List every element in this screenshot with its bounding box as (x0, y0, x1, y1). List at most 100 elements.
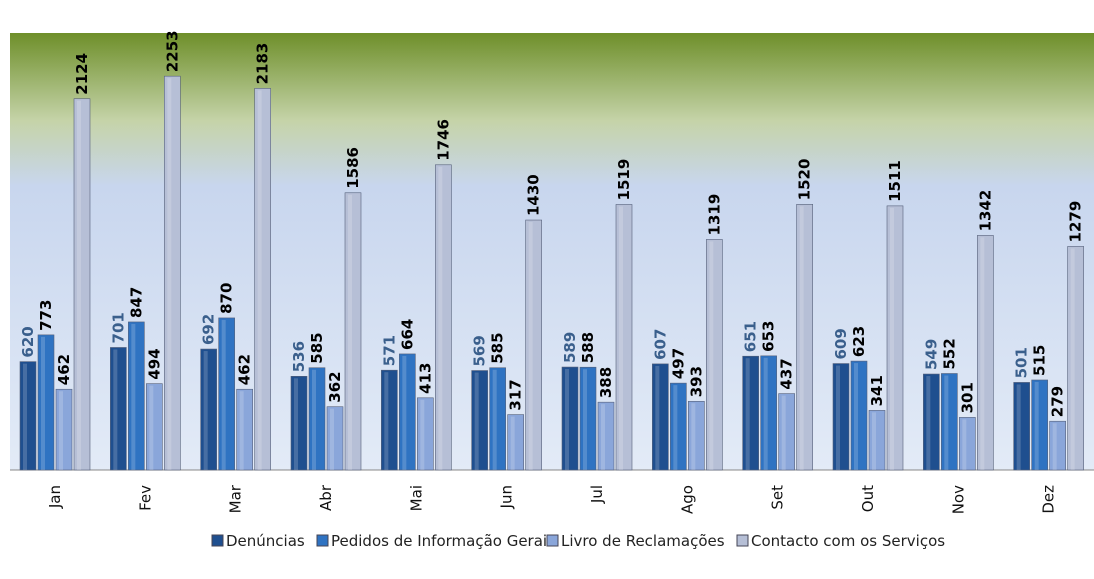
bar-highlight (944, 375, 949, 470)
bar (760, 355, 777, 471)
x-tick-label: Jun (498, 485, 516, 509)
x-tick-label: Mai (407, 485, 425, 511)
bar (923, 373, 940, 471)
data-label: 2253 (163, 30, 181, 72)
bar (308, 367, 326, 471)
bar (507, 414, 524, 471)
data-label: 2124 (73, 53, 91, 95)
bar-highlight (980, 237, 985, 470)
data-label: 494 (145, 348, 163, 379)
bar (941, 373, 958, 471)
legend-swatch (736, 534, 749, 547)
bar (236, 388, 253, 471)
data-label: 549 (922, 339, 940, 370)
bar-highlight (23, 363, 27, 470)
bar (977, 235, 994, 471)
bar-highlight (962, 419, 967, 470)
data-label: 388 (597, 367, 615, 398)
bar-highlight (221, 319, 226, 470)
bar (1031, 379, 1048, 471)
data-label: 2183 (254, 43, 272, 85)
bar-highlight (312, 369, 316, 470)
x-tick-label: Nov (949, 485, 967, 514)
bar-highlight (402, 355, 407, 470)
data-label: 569 (471, 335, 489, 366)
bar (19, 361, 37, 471)
x-tick-label: Ago (678, 485, 696, 514)
data-label: 317 (507, 379, 525, 410)
data-label: 607 (651, 329, 669, 360)
bar-highlight (619, 206, 623, 470)
bar (959, 417, 976, 471)
bar (868, 410, 886, 471)
bar (1049, 420, 1066, 471)
data-label: 1519 (615, 159, 633, 201)
legend-swatch (211, 534, 224, 547)
bar (254, 88, 271, 471)
bar-highlight (384, 372, 389, 470)
bar (55, 388, 73, 471)
bar-highlight (709, 241, 714, 470)
data-label: 1279 (1067, 201, 1085, 243)
bar (399, 353, 416, 471)
bar-highlight (528, 222, 533, 470)
data-label: 609 (832, 328, 850, 359)
data-label: 362 (326, 371, 344, 402)
legend-label: Livro de Reclamações (561, 532, 725, 550)
bar (850, 360, 868, 471)
bar-highlight (59, 391, 63, 470)
bar (146, 383, 163, 471)
bar (832, 363, 850, 471)
bar-highlight (926, 376, 931, 470)
data-label: 1430 (525, 174, 543, 216)
bar-highlight (113, 349, 118, 470)
bar (742, 355, 759, 471)
bar-highlight (1016, 384, 1021, 470)
bar (290, 376, 308, 471)
bar-highlight (41, 336, 45, 470)
data-label: 664 (398, 319, 416, 350)
bar-highlight (565, 369, 569, 470)
bar-highlight (492, 369, 497, 470)
plot-area (10, 33, 1094, 470)
data-label: 623 (850, 326, 868, 357)
legend-swatch (316, 534, 329, 547)
bar-highlight (799, 206, 804, 470)
bar-highlight (673, 385, 678, 470)
data-label: 501 (1013, 347, 1031, 378)
data-label: 653 (760, 321, 778, 352)
data-label: 620 (19, 326, 37, 357)
x-tick-label: Jan (46, 485, 64, 509)
data-label: 651 (742, 321, 760, 352)
data-label: 515 (1031, 345, 1049, 376)
bar-highlight (510, 416, 515, 470)
data-label: 552 (940, 338, 958, 369)
bar (778, 393, 795, 471)
bar (796, 204, 813, 471)
bar-highlight (1052, 423, 1057, 470)
bar (218, 317, 235, 471)
data-label: 437 (778, 358, 796, 389)
data-label: 536 (290, 341, 308, 372)
bar-highlight (294, 378, 298, 470)
data-label: 1319 (705, 194, 723, 236)
data-label: 585 (489, 332, 507, 363)
x-tick-label: Out (859, 485, 877, 512)
bar-highlight (257, 90, 262, 471)
x-tick-label: Set (769, 485, 787, 510)
legend-label: Pedidos de Informação Gerais (331, 532, 555, 550)
bar-highlight (167, 78, 172, 470)
bar (525, 219, 542, 471)
bar (326, 406, 344, 471)
bar (200, 348, 217, 471)
data-label: 393 (687, 366, 705, 397)
bar (670, 382, 687, 471)
bar-highlight (655, 365, 660, 470)
data-label: 1520 (796, 159, 814, 201)
bar-highlight (781, 395, 786, 470)
bar-highlight (420, 399, 425, 470)
bar-highlight (691, 403, 696, 470)
bar-highlight (601, 404, 605, 470)
data-label: 585 (308, 332, 326, 363)
data-label: 870 (218, 283, 236, 314)
